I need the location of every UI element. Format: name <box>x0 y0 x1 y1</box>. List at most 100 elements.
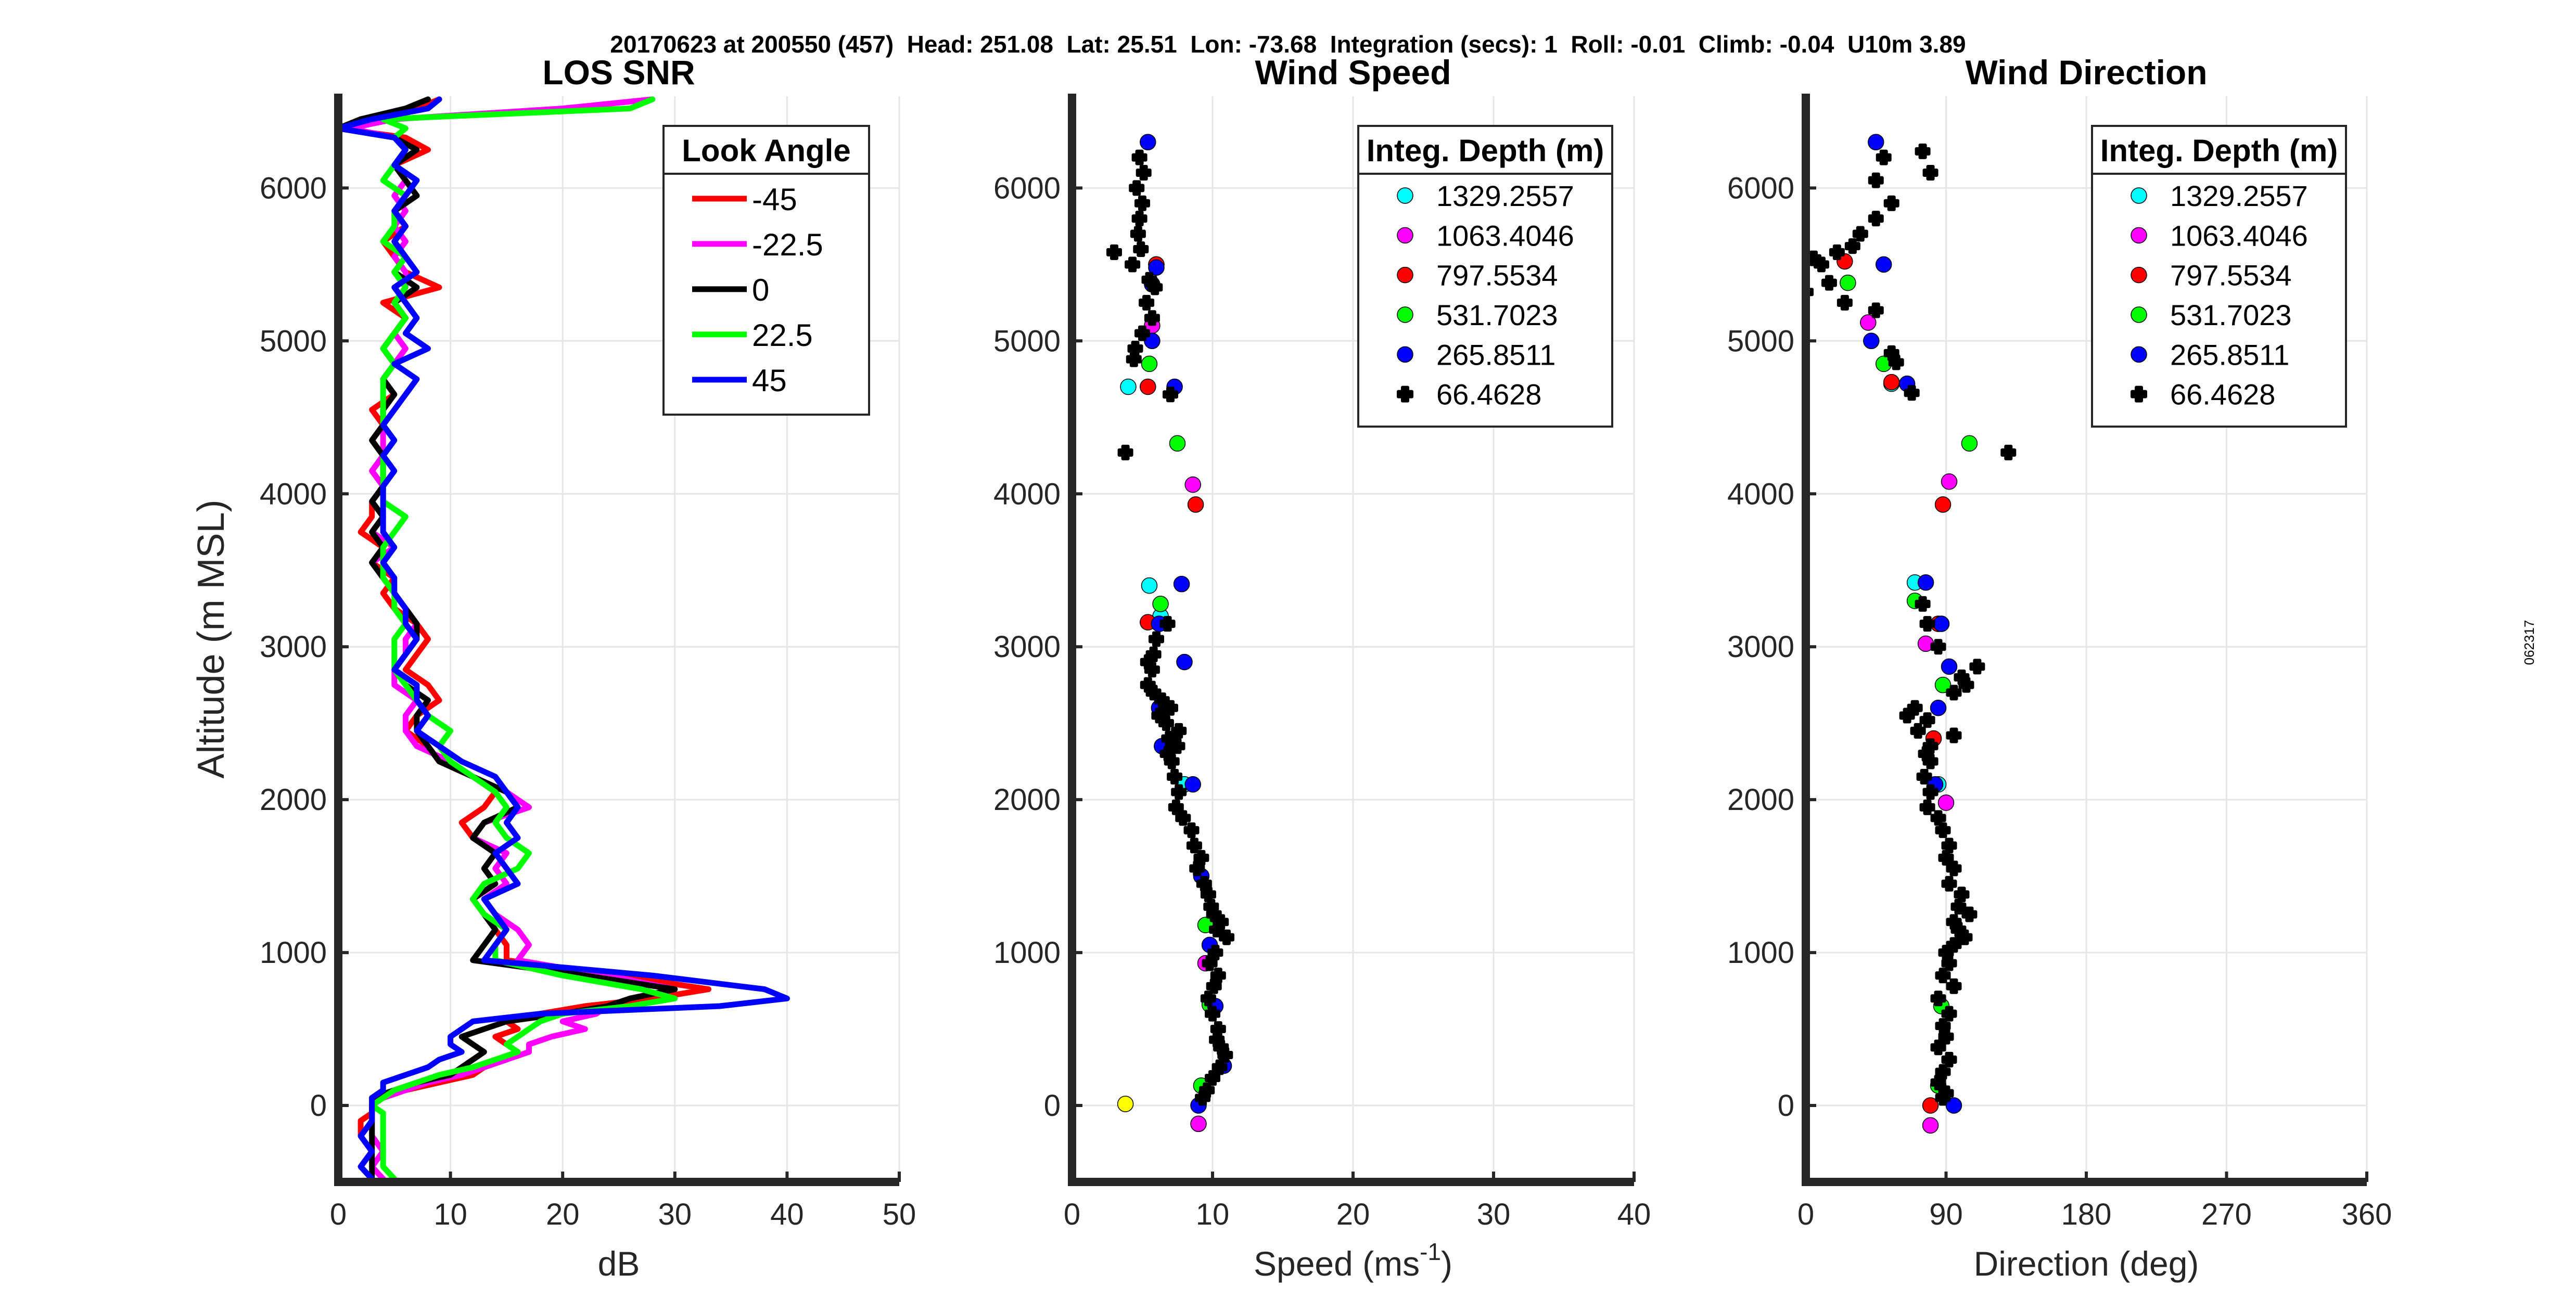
data-point <box>1169 435 1186 452</box>
data-point-plus <box>1935 822 1951 838</box>
data-point-plus <box>1941 955 1957 971</box>
data-point <box>1148 259 1165 276</box>
data-point-plus <box>1202 955 1218 971</box>
legend-swatch-circle <box>1397 266 1413 284</box>
data-point-plus <box>1193 850 1209 866</box>
data-point-plus <box>1117 444 1133 460</box>
y-tick-label: 0 <box>1778 1089 1794 1123</box>
legend-label: 66.4628 <box>1436 378 1541 411</box>
chart-panel-3: 0 90 180 270 360 0 1000 2000 3000 4000 5000 6000 Win… <box>1727 53 2392 1283</box>
y-tick-label: 6000 <box>993 171 1061 205</box>
data-point-plus <box>1907 700 1923 716</box>
legend-label: -22.5 <box>752 227 823 262</box>
y-tick-label: 6000 <box>260 171 327 205</box>
legend: Look Angle -45 -22.5 0 22.5 45 <box>662 125 870 416</box>
data-point-plus <box>1169 738 1185 754</box>
data-point <box>1930 700 1947 716</box>
data-point-plus <box>1144 310 1160 326</box>
x-tick-label: 180 <box>2061 1198 2112 1231</box>
data-point-plus <box>1129 180 1145 196</box>
data-point-plus <box>1899 708 1915 724</box>
data-point-plus <box>1829 244 1845 260</box>
data-point-plus <box>2000 444 2017 460</box>
legend-entry: -22.5 <box>692 227 823 262</box>
chart-panel-2: 0 10 20 30 40 0 1000 2000 3000 4000 5000 6000 Wind S… <box>993 53 1651 1283</box>
data-point-plus <box>1922 164 1939 181</box>
legend-entry: 1063.4046 <box>2131 219 2308 252</box>
x-tick-label: 40 <box>770 1198 804 1231</box>
y-tick-label: 2000 <box>1727 783 1794 817</box>
y-tick-label: 2000 <box>260 783 327 817</box>
data-point-plus <box>1126 351 1142 367</box>
data-point-plus <box>1205 1070 1220 1086</box>
data-point-plus <box>1131 211 1147 227</box>
data-point-plus <box>1131 149 1147 165</box>
legend-entry: 1329.2557 <box>1397 179 1574 212</box>
legend-label: 45 <box>752 363 787 398</box>
legend-swatch-plus <box>1397 385 1413 403</box>
data-point-plus <box>1149 631 1164 647</box>
data-point-plus <box>1868 211 1884 227</box>
y-tick-label: 6000 <box>1727 171 1794 205</box>
data-point <box>1961 435 1978 452</box>
legend-label: 265.8511 <box>2170 338 2289 371</box>
data-point <box>1140 134 1156 150</box>
y-tick-label: 5000 <box>260 324 327 358</box>
y-tick-label: 1000 <box>993 936 1061 970</box>
data-point-plus <box>1175 810 1191 826</box>
legend-label: 0 <box>752 273 769 307</box>
data-point-plus <box>1171 723 1187 739</box>
data-point-plus <box>1133 241 1149 257</box>
data-point-plus <box>1837 294 1853 311</box>
y-tick-label: 4000 <box>1727 477 1794 511</box>
data-point-plus <box>1125 256 1141 273</box>
data-point-plus <box>1954 886 1970 903</box>
data-point-plus <box>1164 753 1180 769</box>
data-point-plus <box>1167 769 1183 785</box>
x-axis-label: dB <box>598 1244 640 1283</box>
data-point-plus <box>1868 172 1884 188</box>
legend-swatch-circle <box>2131 187 2147 204</box>
data-point <box>1860 314 1877 331</box>
legend-entry: -45 <box>692 182 797 217</box>
data-point <box>1868 134 1884 150</box>
data-point-plus <box>1919 799 1935 815</box>
y-tick-label: 1000 <box>1727 936 1794 970</box>
data-point-plus <box>1941 876 1957 892</box>
y-tick-label: 0 <box>1044 1089 1061 1123</box>
legend-label: 1329.2557 <box>1436 179 1574 212</box>
chart-panel-1: 0 10 20 30 40 50 0 1000 2000 3000 4000 5000 6000 LOS … <box>190 53 916 1283</box>
legend-label: 22.5 <box>752 318 813 353</box>
data-point <box>1184 776 1201 793</box>
data-point <box>1933 615 1950 632</box>
data-point-plus <box>1158 715 1174 731</box>
data-point <box>1922 1117 1939 1134</box>
data-point <box>1184 476 1201 493</box>
x-tick-label: 360 <box>2342 1198 2392 1231</box>
x-tick-label: 10 <box>433 1198 467 1231</box>
data-point-plus <box>1919 616 1935 632</box>
y-tick-label: 5000 <box>1727 324 1794 358</box>
data-point-plus <box>1868 302 1884 318</box>
data-point-plus <box>1938 850 1954 866</box>
legend-label: 1063.4046 <box>1436 219 1574 252</box>
legend-label: 1063.4046 <box>2170 219 2308 252</box>
data-point-plus <box>1930 1074 1946 1090</box>
legend-swatch-circle <box>1397 187 1413 204</box>
data-point-plus <box>1915 596 1931 612</box>
data-point-plus <box>1876 149 1892 165</box>
legend-title: Integ. Depth (m) <box>2100 133 2338 168</box>
data-point <box>1922 1097 1939 1114</box>
x-tick-label: 50 <box>883 1198 916 1231</box>
data-point-plus <box>1930 639 1946 655</box>
data-point-plus <box>1163 700 1178 716</box>
data-point-plus <box>1910 723 1926 739</box>
data-point-plus <box>1168 799 1184 815</box>
x-tick-label: 0 <box>1064 1198 1080 1231</box>
data-point-plus <box>1946 727 1962 743</box>
legend-swatch-circle <box>1397 227 1413 244</box>
data-point-plus <box>1922 784 1939 800</box>
x-tick-label: 90 <box>1929 1198 1963 1231</box>
data-point <box>1120 378 1137 395</box>
